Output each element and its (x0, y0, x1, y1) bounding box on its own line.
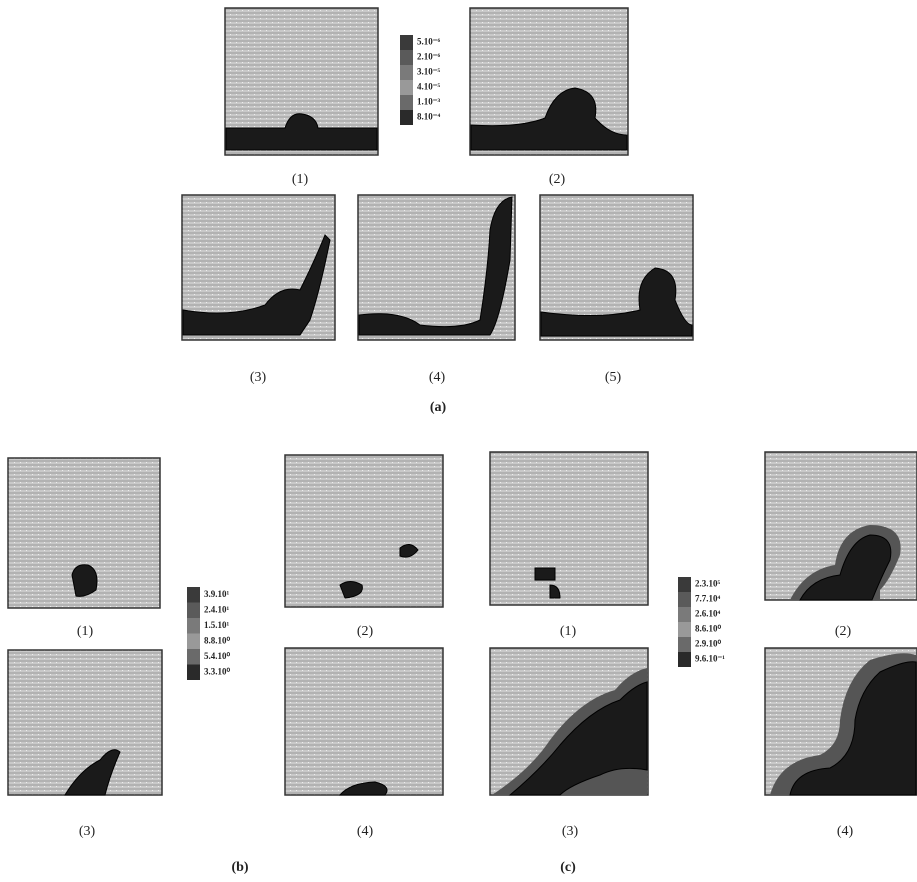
plume (358, 196, 513, 336)
plume (534, 567, 561, 599)
panel-label: (1) (292, 172, 309, 187)
legend-label: 2.10⁻⁶ (417, 52, 441, 62)
plume (64, 749, 121, 796)
group-a (181, 7, 694, 341)
legend-swatch (400, 65, 413, 80)
legend-label: 9.6.10⁻¹ (695, 654, 725, 664)
plume (338, 781, 388, 796)
panel-label: (2) (357, 624, 374, 639)
panel-label: (2) (835, 624, 852, 639)
legend-label: 2.6.10⁴ (695, 609, 721, 619)
panel-label: (4) (429, 370, 446, 385)
legend-label: 3.10⁻⁵ (417, 67, 441, 77)
plume (508, 681, 648, 796)
plume (540, 267, 693, 337)
panel (489, 451, 649, 606)
legend-label: 3.3.10⁰ (204, 666, 231, 676)
legend-swatch (187, 633, 200, 649)
caption: (c) (560, 860, 576, 875)
legend-swatch (400, 110, 413, 125)
panel (284, 647, 444, 796)
panel-label: (3) (250, 370, 267, 385)
group-c (489, 451, 917, 796)
legend-swatch (678, 652, 691, 667)
legend-swatch (678, 637, 691, 652)
legend-swatch (400, 35, 413, 50)
panel-label: (5) (605, 370, 622, 385)
plume (799, 534, 892, 601)
panel (284, 454, 444, 608)
caption: (b) (231, 860, 248, 875)
plume (470, 87, 628, 151)
legend-swatch (678, 607, 691, 622)
plume (182, 234, 331, 336)
legend-label: 5.10⁻⁶ (417, 37, 441, 47)
legend-label: 8.8.10⁰ (204, 635, 231, 645)
legend-swatch (678, 592, 691, 607)
legend-swatch (187, 618, 200, 634)
legend-label: 1.10⁻³ (417, 97, 441, 107)
legend-label: 4.10⁻⁵ (417, 82, 441, 92)
panel-label: (1) (560, 624, 577, 639)
legend-swatch (187, 664, 200, 680)
caption: (a) (430, 400, 447, 415)
legend-swatch (187, 649, 200, 665)
legend-swatch (400, 50, 413, 65)
plume (339, 544, 419, 599)
panel-label: (4) (357, 824, 374, 839)
legend-label: 2.9.10⁰ (695, 639, 722, 649)
legend-label: 7.7.10⁴ (695, 594, 721, 604)
panel-label: (3) (562, 824, 579, 839)
legend-swatch (400, 95, 413, 110)
legend-swatch (187, 602, 200, 618)
legend-label: 3.9.10¹ (204, 589, 230, 599)
legend-swatch (187, 587, 200, 603)
legend-label: 5.4.10⁰ (204, 651, 231, 661)
legend-label: 8.6.10⁰ (695, 624, 722, 634)
legend-label: 8.10⁻⁴ (417, 112, 441, 122)
plume (225, 113, 378, 151)
legend-swatch (678, 622, 691, 637)
plume (789, 661, 917, 796)
panel-label: (1) (77, 624, 94, 639)
legend-swatch (400, 80, 413, 95)
group-b (7, 454, 444, 796)
panel-label: (2) (549, 172, 566, 187)
plume (71, 564, 98, 597)
legend-label: 1.5.10¹ (204, 620, 230, 630)
panel-label: (3) (79, 824, 96, 839)
panel-label: (4) (837, 824, 854, 839)
legend-label: 2.3.10⁵ (695, 579, 721, 589)
legend-swatch (678, 577, 691, 592)
legend-label: 2.4.10¹ (204, 604, 230, 614)
